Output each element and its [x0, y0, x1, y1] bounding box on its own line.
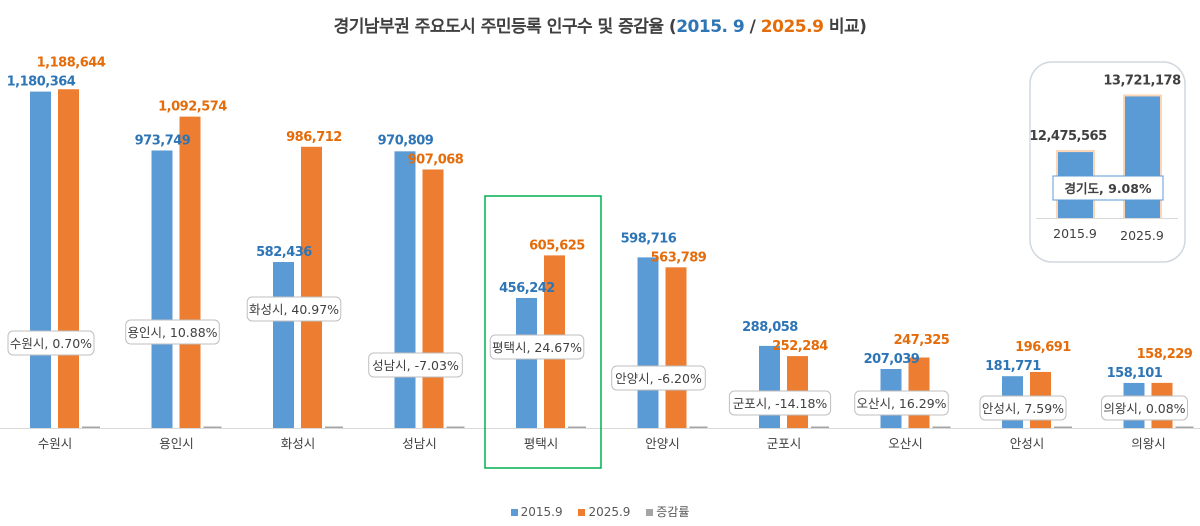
rate-label-box [728, 390, 832, 416]
chart-title: 경기남부권 주요도시 주민등록 인구수 및 증감율 (2015. 9 / 202… [0, 12, 1200, 37]
rate-label: 안성시, 7.59% [982, 401, 1064, 416]
value-label-2025: 1,092,574 [158, 100, 227, 115]
rate-label: 수원시, 0.70% [10, 336, 92, 351]
title-prefix: 경기남부권 주요도시 주민등록 인구수 및 증감율 ( [333, 17, 677, 37]
value-label-2015: 181,771 [985, 359, 1041, 374]
title-sep: / [744, 17, 761, 37]
rate-label-box [854, 390, 949, 416]
rate-label-box [368, 352, 463, 378]
bar-2015 [637, 257, 659, 428]
category-label: 수원시 [38, 436, 73, 451]
title-year-2015: 2015. 9 [676, 17, 745, 37]
rate-label-box [125, 319, 220, 345]
inset-category-label: 2015.9 [1053, 226, 1097, 241]
value-label-2025: 1,188,644 [37, 56, 106, 71]
bar-rate [446, 426, 465, 428]
value-label-2025: 196,691 [1015, 340, 1071, 355]
value-label-2015: 582,436 [256, 245, 312, 260]
rate-label-box [1101, 395, 1188, 421]
highlight-box [484, 195, 602, 469]
bar-rate [1054, 426, 1072, 428]
bar-rate [689, 426, 708, 428]
value-label-2015: 207,039 [864, 352, 920, 367]
value-label-2015: 456,242 [499, 281, 555, 296]
rate-label-box [246, 296, 342, 322]
rate-label-box [7, 330, 95, 356]
bar-2015 [151, 150, 173, 428]
value-label-2015: 288,058 [742, 320, 798, 335]
bar-rate [811, 426, 829, 428]
value-label-2025: 158,229 [1137, 347, 1193, 362]
bar-2025 [665, 267, 687, 428]
category-label: 의왕시 [1131, 436, 1166, 451]
legend-item-2015: 2015.9 [510, 505, 563, 519]
rate-label: 군포시, -14.18% [733, 396, 828, 411]
rate-label-box [611, 365, 706, 391]
bar-2015 [394, 151, 416, 428]
inset-category-label: 2025.9 [1120, 228, 1164, 243]
rate-label-box [489, 334, 585, 360]
bar-rate [325, 426, 343, 428]
bar-2025 [58, 89, 79, 429]
bar-rate [932, 426, 951, 428]
value-label-2015: 598,716 [621, 231, 677, 246]
value-label-2025: 907,068 [408, 152, 464, 167]
inset-rate-label: 경기도, 9.08% [1065, 181, 1152, 196]
category-label: 군포시 [767, 436, 802, 451]
bar-2025 [301, 146, 322, 428]
value-label-2025: 247,325 [894, 333, 950, 348]
value-label-2015: 973,749 [135, 133, 191, 148]
category-label: 성남시 [402, 436, 437, 451]
value-label-2015: 970,809 [378, 133, 434, 148]
value-label-2025: 563,789 [651, 250, 707, 265]
legend-item-rate: 증감률 [646, 505, 689, 519]
rate-label: 화성시, 40.97% [249, 302, 339, 317]
title-suffix: 비교) [823, 17, 867, 37]
legend: 2015.9 2025.9 증감률 [0, 503, 1200, 520]
category-label: 안성시 [1010, 436, 1045, 451]
bar-2015 [516, 297, 537, 428]
inset-rate-box [1052, 175, 1164, 201]
bar-2015 [273, 262, 294, 428]
category-label: 용인시 [159, 436, 194, 451]
value-label-2025: 605,625 [529, 238, 585, 253]
bar-rate [568, 426, 586, 428]
value-label-2015: 158,101 [1107, 366, 1163, 381]
title-year-2025: 2025.9 [760, 17, 824, 37]
category-label: 평택시 [524, 436, 559, 451]
value-label-2025: 986,712 [286, 130, 342, 145]
bar-2025 [422, 169, 444, 428]
rate-label: 성남시, -7.03% [372, 358, 459, 373]
rate-label: 의왕시, 0.08% [1103, 401, 1185, 416]
bar-2025 [179, 116, 201, 429]
inset-value-label: 13,721,178 [1103, 73, 1181, 88]
legend-item-2025: 2025.9 [578, 505, 630, 519]
value-label-2015: 1,180,364 [7, 75, 76, 90]
rate-label: 용인시, 10.88% [127, 325, 217, 340]
inset-value-label: 12,475,565 [1029, 129, 1107, 144]
category-label: 오산시 [888, 436, 923, 451]
rate-label: 안양시, -6.20% [615, 371, 702, 386]
rate-label-box [979, 395, 1067, 421]
bar-2015 [759, 345, 780, 428]
rate-label: 오산시, 16.29% [856, 396, 946, 411]
bar-2015 [30, 91, 51, 429]
rate-label: 평택시, 24.67% [492, 340, 582, 355]
bar-rate [203, 426, 222, 428]
category-label: 안양시 [645, 436, 680, 451]
value-label-2025: 252,284 [772, 339, 828, 354]
bar-rate [82, 426, 100, 428]
category-label: 화성시 [281, 436, 316, 451]
bar-rate [1175, 426, 1194, 428]
